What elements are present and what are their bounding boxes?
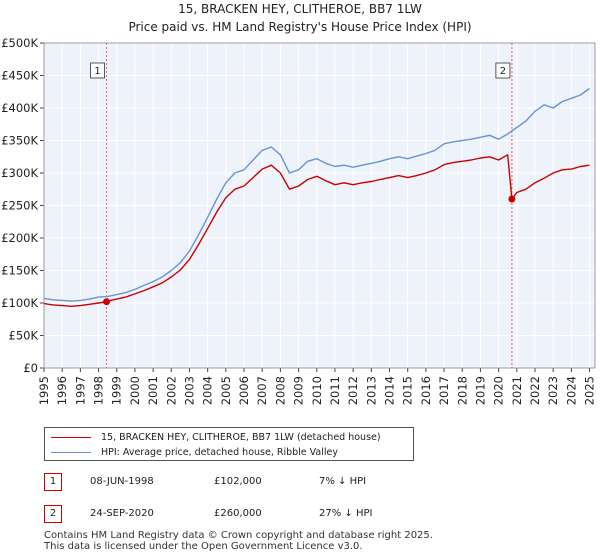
legend-swatch-hpi xyxy=(51,451,91,453)
x-tick-label: 2000 xyxy=(128,376,142,405)
x-tick-label: 2018 xyxy=(455,376,469,405)
y-tick-label: £300K xyxy=(1,166,38,180)
x-tick-label: 1999 xyxy=(110,376,124,405)
series-line-property xyxy=(43,154,590,307)
transaction-date: 08-JUN-1998 xyxy=(90,476,154,487)
y-tick-label: £400K xyxy=(1,101,38,115)
y-tick-label: £350K xyxy=(1,134,38,148)
annotation-box xyxy=(495,62,511,79)
annotation-label: 1 xyxy=(94,66,100,77)
transaction-date: 24-SEP-2020 xyxy=(90,508,154,519)
x-tick-label: 2022 xyxy=(528,376,542,405)
legend-label-hpi: HPI: Average price, detached house, Ribb… xyxy=(101,446,338,458)
plot-border xyxy=(43,42,596,369)
x-tick-label: 2001 xyxy=(146,376,160,405)
x-tick-label: 2008 xyxy=(273,376,287,405)
transaction-hpi-diff: 27% ↓ HPI xyxy=(319,508,373,519)
x-tick-label: 2019 xyxy=(473,376,487,405)
annotation-label: 2 xyxy=(500,66,506,77)
x-tick-label: 2016 xyxy=(419,376,433,405)
x-tick-label: 2003 xyxy=(182,376,196,405)
x-tick-label: 1996 xyxy=(55,376,69,405)
x-tick-label: 2009 xyxy=(292,376,306,405)
x-tick-label: 2025 xyxy=(583,376,597,405)
footer-line1: Contains HM Land Registry data © Crown c… xyxy=(44,530,433,541)
transaction-badge: 2 xyxy=(44,505,62,523)
x-tick-label: 2017 xyxy=(437,376,451,405)
x-tick-label: 2005 xyxy=(219,376,233,405)
y-tick-label: £450K xyxy=(1,69,38,83)
legend-item-property: 15, BRACKEN HEY, CLITHEROE, BB7 1LW (det… xyxy=(45,429,381,445)
chart-legend: 15, BRACKEN HEY, CLITHEROE, BB7 1LW (det… xyxy=(44,427,414,461)
footer: Contains HM Land Registry data © Crown c… xyxy=(44,530,433,552)
price-chart: £0 £50K £100K £150K £200K £250K £300K £350K £400… xyxy=(1,36,597,405)
x-tick-label: 2023 xyxy=(546,376,560,405)
x-tick-label: 2011 xyxy=(328,376,342,405)
sale-point xyxy=(103,298,111,306)
x-tick-label: 2015 xyxy=(401,376,415,405)
legend-label-property: 15, BRACKEN HEY, CLITHEROE, BB7 1LW (det… xyxy=(101,431,381,443)
transaction-badge: 1 xyxy=(44,473,62,491)
annotation-box xyxy=(90,62,105,79)
y-tick-label: £250K xyxy=(1,199,38,213)
chart-title: 15, BRACKEN HEY, CLITHEROE, BB7 1LW Pric… xyxy=(0,0,600,36)
legend-item-hpi: HPI: Average price, detached house, Ribb… xyxy=(45,444,338,460)
x-tick-label: 2006 xyxy=(237,376,251,405)
legend-swatch-property xyxy=(51,436,91,438)
x-tick-label: 2007 xyxy=(255,376,269,405)
x-tick-label: 2020 xyxy=(492,376,506,405)
y-tick-label: £150K xyxy=(1,264,38,278)
chart-title-line1: 15, BRACKEN HEY, CLITHEROE, BB7 1LW xyxy=(178,2,422,16)
transaction-price: £102,000 xyxy=(214,476,262,487)
x-tick-label: 1998 xyxy=(92,376,106,405)
x-tick-label: 2004 xyxy=(201,376,215,405)
x-tick-label: 2010 xyxy=(310,376,324,405)
footer-line2: This data is licensed under the Open Gov… xyxy=(44,541,363,552)
x-tick-label: 2021 xyxy=(510,376,524,405)
y-tick-label: £100K xyxy=(1,296,38,310)
x-tick-label: 2012 xyxy=(346,376,360,405)
x-tick-label: 2002 xyxy=(164,376,178,405)
x-tick-label: 2024 xyxy=(564,376,578,405)
x-tick-label: 2013 xyxy=(364,376,378,405)
series-line-hpi xyxy=(43,87,590,302)
transaction-row: 2 24-SEP-2020 £260,000 27% ↓ HPI xyxy=(44,505,444,525)
x-tick-label: 2014 xyxy=(383,376,397,405)
x-tick-label: 1995 xyxy=(37,376,51,405)
y-tick-label: £0 xyxy=(23,361,38,375)
y-tick-label: £500K xyxy=(1,36,38,50)
x-tick-label: 1997 xyxy=(73,376,87,405)
transaction-hpi-diff: 7% ↓ HPI xyxy=(319,476,367,487)
y-tick-label: £50K xyxy=(9,329,39,343)
transaction-row: 1 08-JUN-1998 £102,000 7% ↓ HPI xyxy=(44,473,444,493)
chart-title-line2: Price paid vs. HM Land Registry's House … xyxy=(128,20,472,34)
y-tick-label: £200K xyxy=(1,231,38,245)
sale-point xyxy=(508,195,516,203)
transaction-price: £260,000 xyxy=(214,508,262,519)
